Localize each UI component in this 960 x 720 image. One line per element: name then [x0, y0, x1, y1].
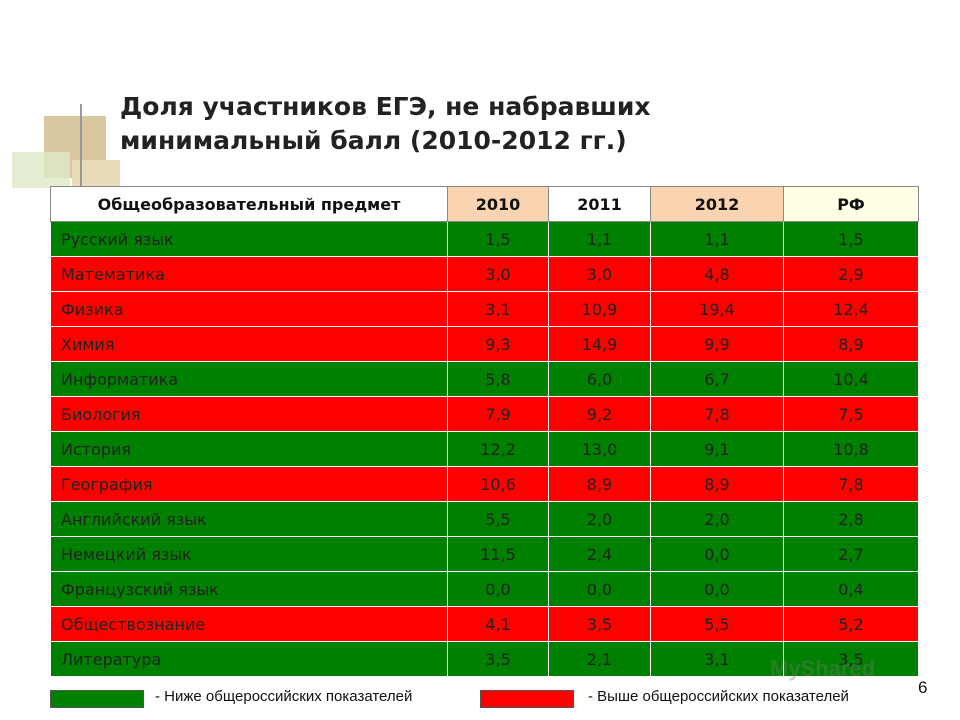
value-cell: 1,1 — [548, 221, 651, 257]
watermark: MyShared — [770, 656, 876, 681]
value-cell: 5,2 — [783, 606, 919, 642]
table-row: История 12,2 13,0 9,1 10,8 — [50, 431, 919, 467]
value-cell: 7,9 — [447, 396, 549, 432]
value-cell: 3,5 — [447, 641, 549, 677]
table-row: Французский язык 0,0 0,0 0,0 0,4 — [50, 571, 919, 607]
value-cell: 2,7 — [783, 536, 919, 572]
legend-swatch — [480, 690, 574, 708]
value-cell: 0,0 — [548, 571, 651, 607]
subject-cell: Математика — [50, 256, 448, 292]
value-cell: 8,9 — [548, 466, 651, 502]
value-cell: 4,8 — [650, 256, 784, 292]
value-cell: 7,5 — [783, 396, 919, 432]
value-cell: 3,0 — [447, 256, 549, 292]
value-cell: 2,8 — [783, 501, 919, 537]
value-cell: 2,4 — [548, 536, 651, 572]
subject-cell: Французский язык — [50, 571, 448, 607]
value-cell: 9,2 — [548, 396, 651, 432]
subject-cell: Химия — [50, 326, 448, 362]
value-cell: 13,0 — [548, 431, 651, 467]
header-cell: 2010 — [447, 186, 549, 222]
subject-cell: Информатика — [50, 361, 448, 397]
header-cell: РФ — [783, 186, 919, 222]
value-cell: 0,0 — [650, 536, 784, 572]
value-cell: 10,4 — [783, 361, 919, 397]
value-cell: 3,5 — [783, 641, 919, 677]
value-cell: 5,8 — [447, 361, 549, 397]
title-line: минимальный балл (2010-2012 гг.) — [120, 126, 627, 155]
value-cell: 0,0 — [650, 571, 784, 607]
value-cell: 2,1 — [548, 641, 651, 677]
header-cell: 2011 — [548, 186, 651, 222]
value-cell: 8,9 — [650, 466, 784, 502]
value-cell: 1,5 — [447, 221, 549, 257]
page-number: 6 — [918, 678, 928, 697]
header-row: Общеобразовательный предмет 2010 2011 2012 Р… — [50, 186, 919, 222]
subject-cell: Русский язык — [50, 221, 448, 257]
table-row: Химия 9,3 14,9 9,9 8,9 — [50, 326, 919, 362]
value-cell: 6,7 — [650, 361, 784, 397]
value-cell: 6,0 — [548, 361, 651, 397]
table-row: Обществознание 4,1 3,5 5,5 5,2 — [50, 606, 919, 642]
deco-square — [12, 152, 70, 188]
value-cell: 3,1 — [650, 641, 784, 677]
header-cell: 2012 — [650, 186, 784, 222]
value-cell: 4,1 — [447, 606, 549, 642]
value-cell: 10,8 — [783, 431, 919, 467]
header-cell: Общеобразовательный предмет — [50, 186, 448, 222]
table-row: Физика 3,1 10,9 19,4 12,4 — [50, 291, 919, 327]
value-cell: 11,5 — [447, 536, 549, 572]
value-cell: 2,0 — [548, 501, 651, 537]
value-cell: 5,5 — [447, 501, 549, 537]
value-cell: 3,0 — [548, 256, 651, 292]
data-table: Общеобразовательный предмет 2010 2011 2012 Р… — [50, 186, 919, 677]
value-cell: 1,5 — [783, 221, 919, 257]
value-cell: 2,9 — [783, 256, 919, 292]
table-row: Немецкий язык 11,5 2,4 0,0 2,7 — [50, 536, 919, 572]
title-line: Доля участников ЕГЭ, не набравших — [120, 92, 651, 121]
value-cell: 3,5 — [548, 606, 651, 642]
subject-cell: История — [50, 431, 448, 467]
legend-swatch — [50, 690, 144, 708]
value-cell: 7,8 — [783, 466, 919, 502]
value-cell: 3,1 — [447, 291, 549, 327]
table-row: Математика 3,0 3,0 4,8 2,9 — [50, 256, 919, 292]
subject-cell: Физика — [50, 291, 448, 327]
value-cell: 9,9 — [650, 326, 784, 362]
value-cell: 8,9 — [783, 326, 919, 362]
table-row: Литература 3,5 2,1 3,1 3,5 — [50, 641, 919, 677]
value-cell: 1,1 — [650, 221, 784, 257]
table-row: Русский язык 1,5 1,1 1,1 1,5 — [50, 221, 919, 257]
legend-label: - Ниже общероссийских показателей — [155, 688, 413, 705]
subject-cell: Биология — [50, 396, 448, 432]
subject-cell: Немецкий язык — [50, 536, 448, 572]
subject-cell: Обществознание — [50, 606, 448, 642]
value-cell: 0,4 — [783, 571, 919, 607]
value-cell: 7,8 — [650, 396, 784, 432]
subject-cell: Литература — [50, 641, 448, 677]
value-cell: 5,5 — [650, 606, 784, 642]
slide-title: Доля участников ЕГЭ, не набравших минима… — [120, 90, 650, 158]
value-cell: 10,6 — [447, 466, 549, 502]
subject-cell: Английский язык — [50, 501, 448, 537]
value-cell: 19,4 — [650, 291, 784, 327]
value-cell: 12,4 — [783, 291, 919, 327]
value-cell: 0,0 — [447, 571, 549, 607]
value-cell: 10,9 — [548, 291, 651, 327]
deco-line — [80, 104, 82, 188]
table-row: География 10,6 8,9 8,9 7,8 — [50, 466, 919, 502]
value-cell: 12,2 — [447, 431, 549, 467]
table-row: Информатика 5,8 6,0 6,7 10,4 — [50, 361, 919, 397]
subject-cell: География — [50, 466, 448, 502]
value-cell: 14,9 — [548, 326, 651, 362]
value-cell: 9,1 — [650, 431, 784, 467]
table-row: Английский язык 5,5 2,0 2,0 2,8 — [50, 501, 919, 537]
value-cell: 2,0 — [650, 501, 784, 537]
table-row: Биология 7,9 9,2 7,8 7,5 — [50, 396, 919, 432]
value-cell: 9,3 — [447, 326, 549, 362]
legend-label: - Выше общероссийских показателей — [588, 688, 849, 705]
